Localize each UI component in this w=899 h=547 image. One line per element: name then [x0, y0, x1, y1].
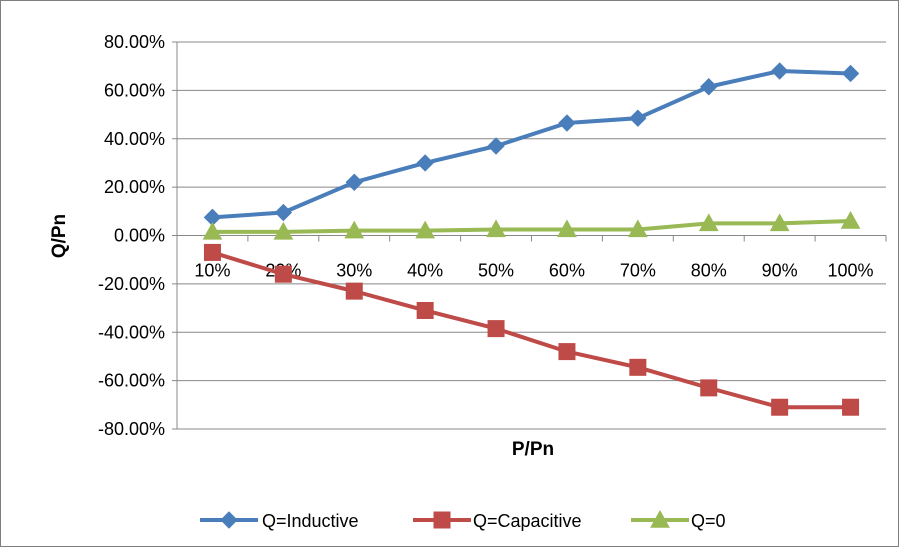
data-point: [345, 173, 363, 191]
data-point: [770, 62, 789, 80]
data-point: [486, 219, 506, 238]
data-point: [840, 210, 861, 229]
data-point: [345, 282, 363, 300]
series-line: [212, 69, 851, 220]
legend-marker: [650, 509, 670, 528]
series-layer: [202, 62, 861, 416]
y-tick-label: -40.00%: [98, 322, 165, 342]
data-point: [202, 221, 223, 240]
data-point: [698, 213, 719, 232]
x-tick-label: 90%: [762, 261, 798, 281]
legend: Q=Inductive Q=Capacitive Q=0: [200, 509, 726, 531]
x-tick-label: 40%: [407, 261, 443, 281]
y-tick-label: -60.00%: [98, 371, 165, 391]
x-tick-labels: 10%20%30%40%50%60%70%80%90%100%: [194, 261, 873, 281]
data-point: [841, 64, 860, 83]
legend-label: Q=0: [691, 511, 726, 531]
series-q-inductive: [203, 62, 860, 227]
data-point: [487, 137, 505, 155]
series-q-0: [202, 210, 861, 240]
legend-label: Q=Capacitive: [473, 511, 582, 531]
series-q-capacitive: [203, 243, 860, 416]
x-tick-label: 60%: [549, 261, 585, 281]
y-tick-label: 0.00%: [114, 226, 165, 246]
x-tick-label: 70%: [620, 261, 656, 281]
data-point: [769, 213, 790, 232]
data-point: [700, 379, 718, 397]
x-tick-label: 50%: [478, 261, 514, 281]
data-point: [203, 243, 221, 261]
data-point: [416, 301, 434, 319]
data-point: [416, 154, 434, 172]
x-tick-label: 80%: [691, 261, 727, 281]
data-point: [771, 398, 789, 416]
data-point: [629, 109, 647, 127]
legend-label: Q=Inductive: [262, 511, 359, 531]
data-point: [700, 78, 718, 96]
x-tick-label: 100%: [828, 261, 874, 281]
data-point: [274, 265, 292, 283]
data-point: [487, 320, 505, 338]
x-axis-title: P/Pn: [512, 439, 554, 460]
y-tick-label: 40.00%: [104, 129, 165, 149]
y-axis-title: Q/Pn: [49, 214, 70, 258]
data-point: [558, 343, 576, 361]
data-point: [273, 221, 294, 240]
y-tick-label: -20.00%: [98, 274, 165, 294]
y-tick-label: 80.00%: [104, 32, 165, 52]
data-point: [557, 219, 577, 238]
data-point: [842, 398, 860, 416]
data-point: [629, 358, 647, 376]
y-tick-label: 60.00%: [104, 80, 165, 100]
x-tick-label: 30%: [336, 261, 372, 281]
data-point: [274, 203, 293, 222]
series-line: [211, 250, 851, 410]
series-line: [212, 218, 851, 234]
legend-marker: [433, 511, 451, 529]
y-tick-label: -80.00%: [98, 419, 165, 439]
x-tick-label: 10%: [194, 261, 230, 281]
data-point: [415, 220, 435, 239]
y-tick-label: 20.00%: [104, 177, 165, 197]
y-tick-labels: 80.00% 60.00% 40.00% 20.00% 0.00% -20.00% -40.…: [98, 32, 165, 439]
legend-marker: [220, 511, 238, 529]
data-point: [558, 114, 576, 132]
legend-entry: Q=0: [631, 509, 726, 531]
axes: [172, 41, 887, 430]
legend-entry: Q=Capacitive: [413, 511, 582, 531]
legend-entry: Q=Inductive: [200, 511, 359, 531]
data-point: [628, 219, 648, 238]
data-point: [344, 220, 365, 239]
